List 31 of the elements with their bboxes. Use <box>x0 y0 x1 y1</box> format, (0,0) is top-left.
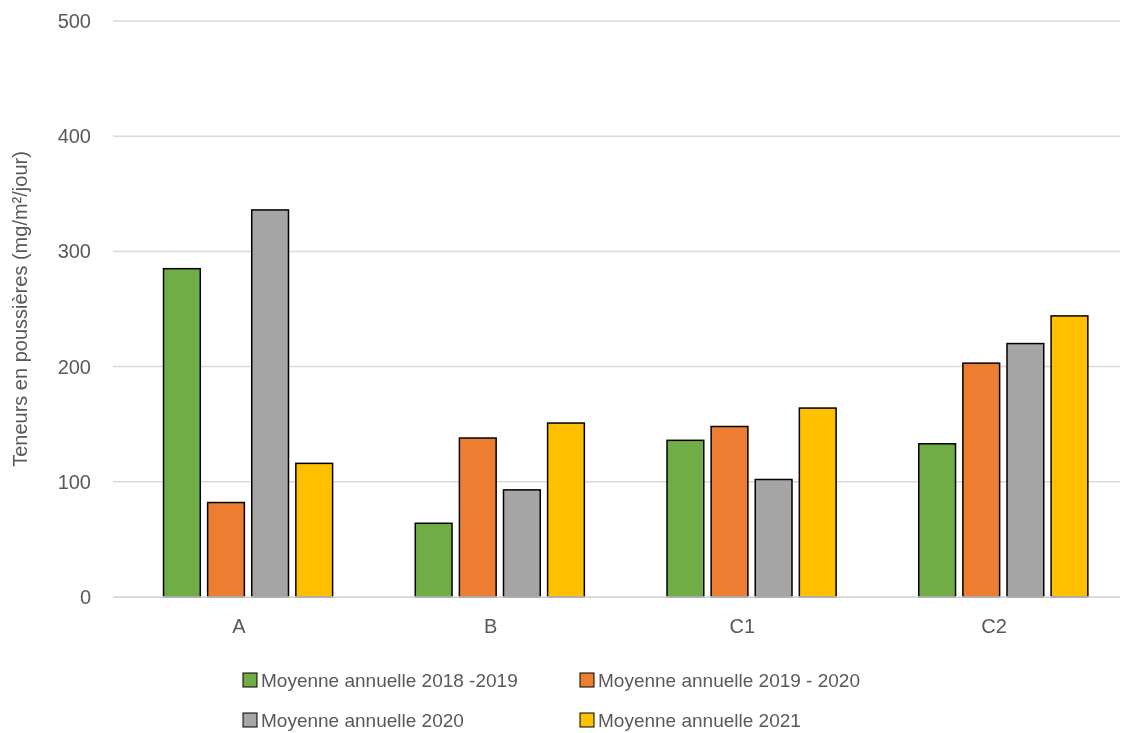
bar <box>250 209 290 598</box>
legend-label: Moyenne annuelle 2018 -2019 <box>261 669 518 691</box>
y-tick-label: 200 <box>57 355 91 378</box>
y-tick-label: 300 <box>57 240 91 263</box>
bar <box>798 407 837 598</box>
bar <box>962 362 1001 598</box>
bar <box>414 522 453 598</box>
bar <box>162 267 202 598</box>
y-tick-label: 400 <box>57 125 91 148</box>
y-tick-label: 500 <box>57 10 91 32</box>
bar <box>502 489 541 598</box>
bar <box>1006 342 1045 598</box>
x-tick-label: C2 <box>981 615 1007 637</box>
bar <box>206 501 246 598</box>
x-tick-label: B <box>483 615 498 637</box>
bar <box>546 422 586 598</box>
bar <box>458 437 497 598</box>
legend-label: Moyenne annuelle 2020 <box>261 709 464 731</box>
bar <box>918 443 957 598</box>
x-tick-label: A <box>232 615 247 637</box>
y-tick-label: 100 <box>57 470 91 493</box>
bar <box>295 462 334 598</box>
bar <box>754 478 793 598</box>
bar <box>1050 315 1089 598</box>
legend-label: Moyenne annuelle 2019 - 2020 <box>598 669 860 691</box>
y-tick-label: 0 <box>79 586 91 608</box>
legend-label: Moyenne annuelle 2021 <box>598 709 801 731</box>
y-axis-title: Teneurs en poussières (mg/m²/jour) <box>9 151 31 467</box>
bar <box>666 439 705 598</box>
bar <box>710 425 749 598</box>
x-tick-label: C1 <box>729 615 756 637</box>
